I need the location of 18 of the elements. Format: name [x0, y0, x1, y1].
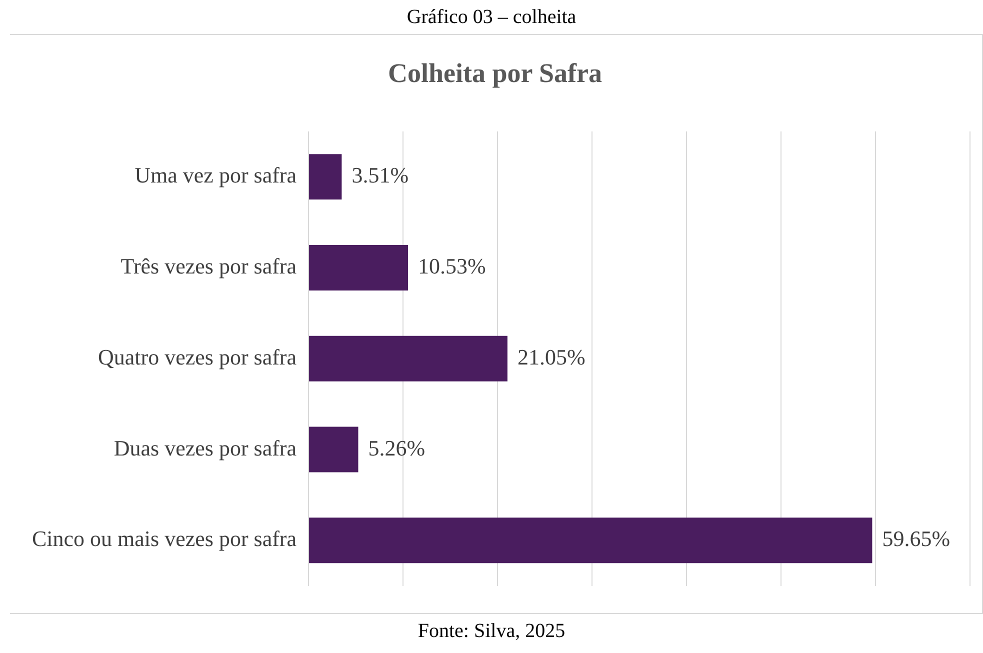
- bar: [309, 154, 342, 200]
- data-label: 10.53%: [418, 254, 486, 278]
- bar: [309, 426, 358, 472]
- source-note: Fonte: Silva, 2025: [416, 620, 566, 643]
- chart-title: Gráfico 03 – colheita: [406, 5, 578, 30]
- bar: [309, 336, 508, 382]
- bar: [309, 245, 408, 290]
- chart-subtitle: Colheita por Safra: [388, 58, 602, 88]
- y-tick-label: Cinco ou mais vezes por safra: [32, 526, 297, 552]
- data-label: 5.26%: [368, 435, 426, 460]
- data-label: 21.05%: [517, 344, 586, 370]
- y-tick-label: Uma vez por safra: [134, 162, 297, 188]
- bar: [309, 518, 872, 564]
- data-label: 59.65%: [882, 526, 950, 552]
- y-tick-label: Duas vezes por safra: [114, 435, 297, 460]
- data-label: 3.51%: [352, 162, 409, 188]
- y-tick-label: Quatro vezes por safra: [98, 344, 297, 370]
- y-tick-label: Três vezes por safra: [120, 254, 297, 278]
